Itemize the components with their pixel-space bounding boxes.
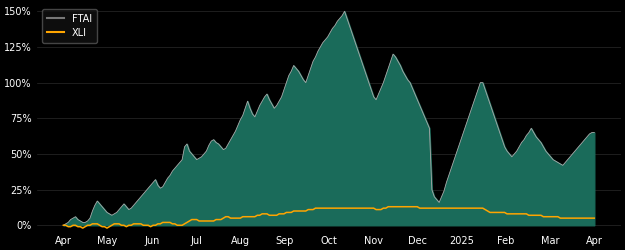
Legend: FTAI, XLI: FTAI, XLI [42,9,97,43]
